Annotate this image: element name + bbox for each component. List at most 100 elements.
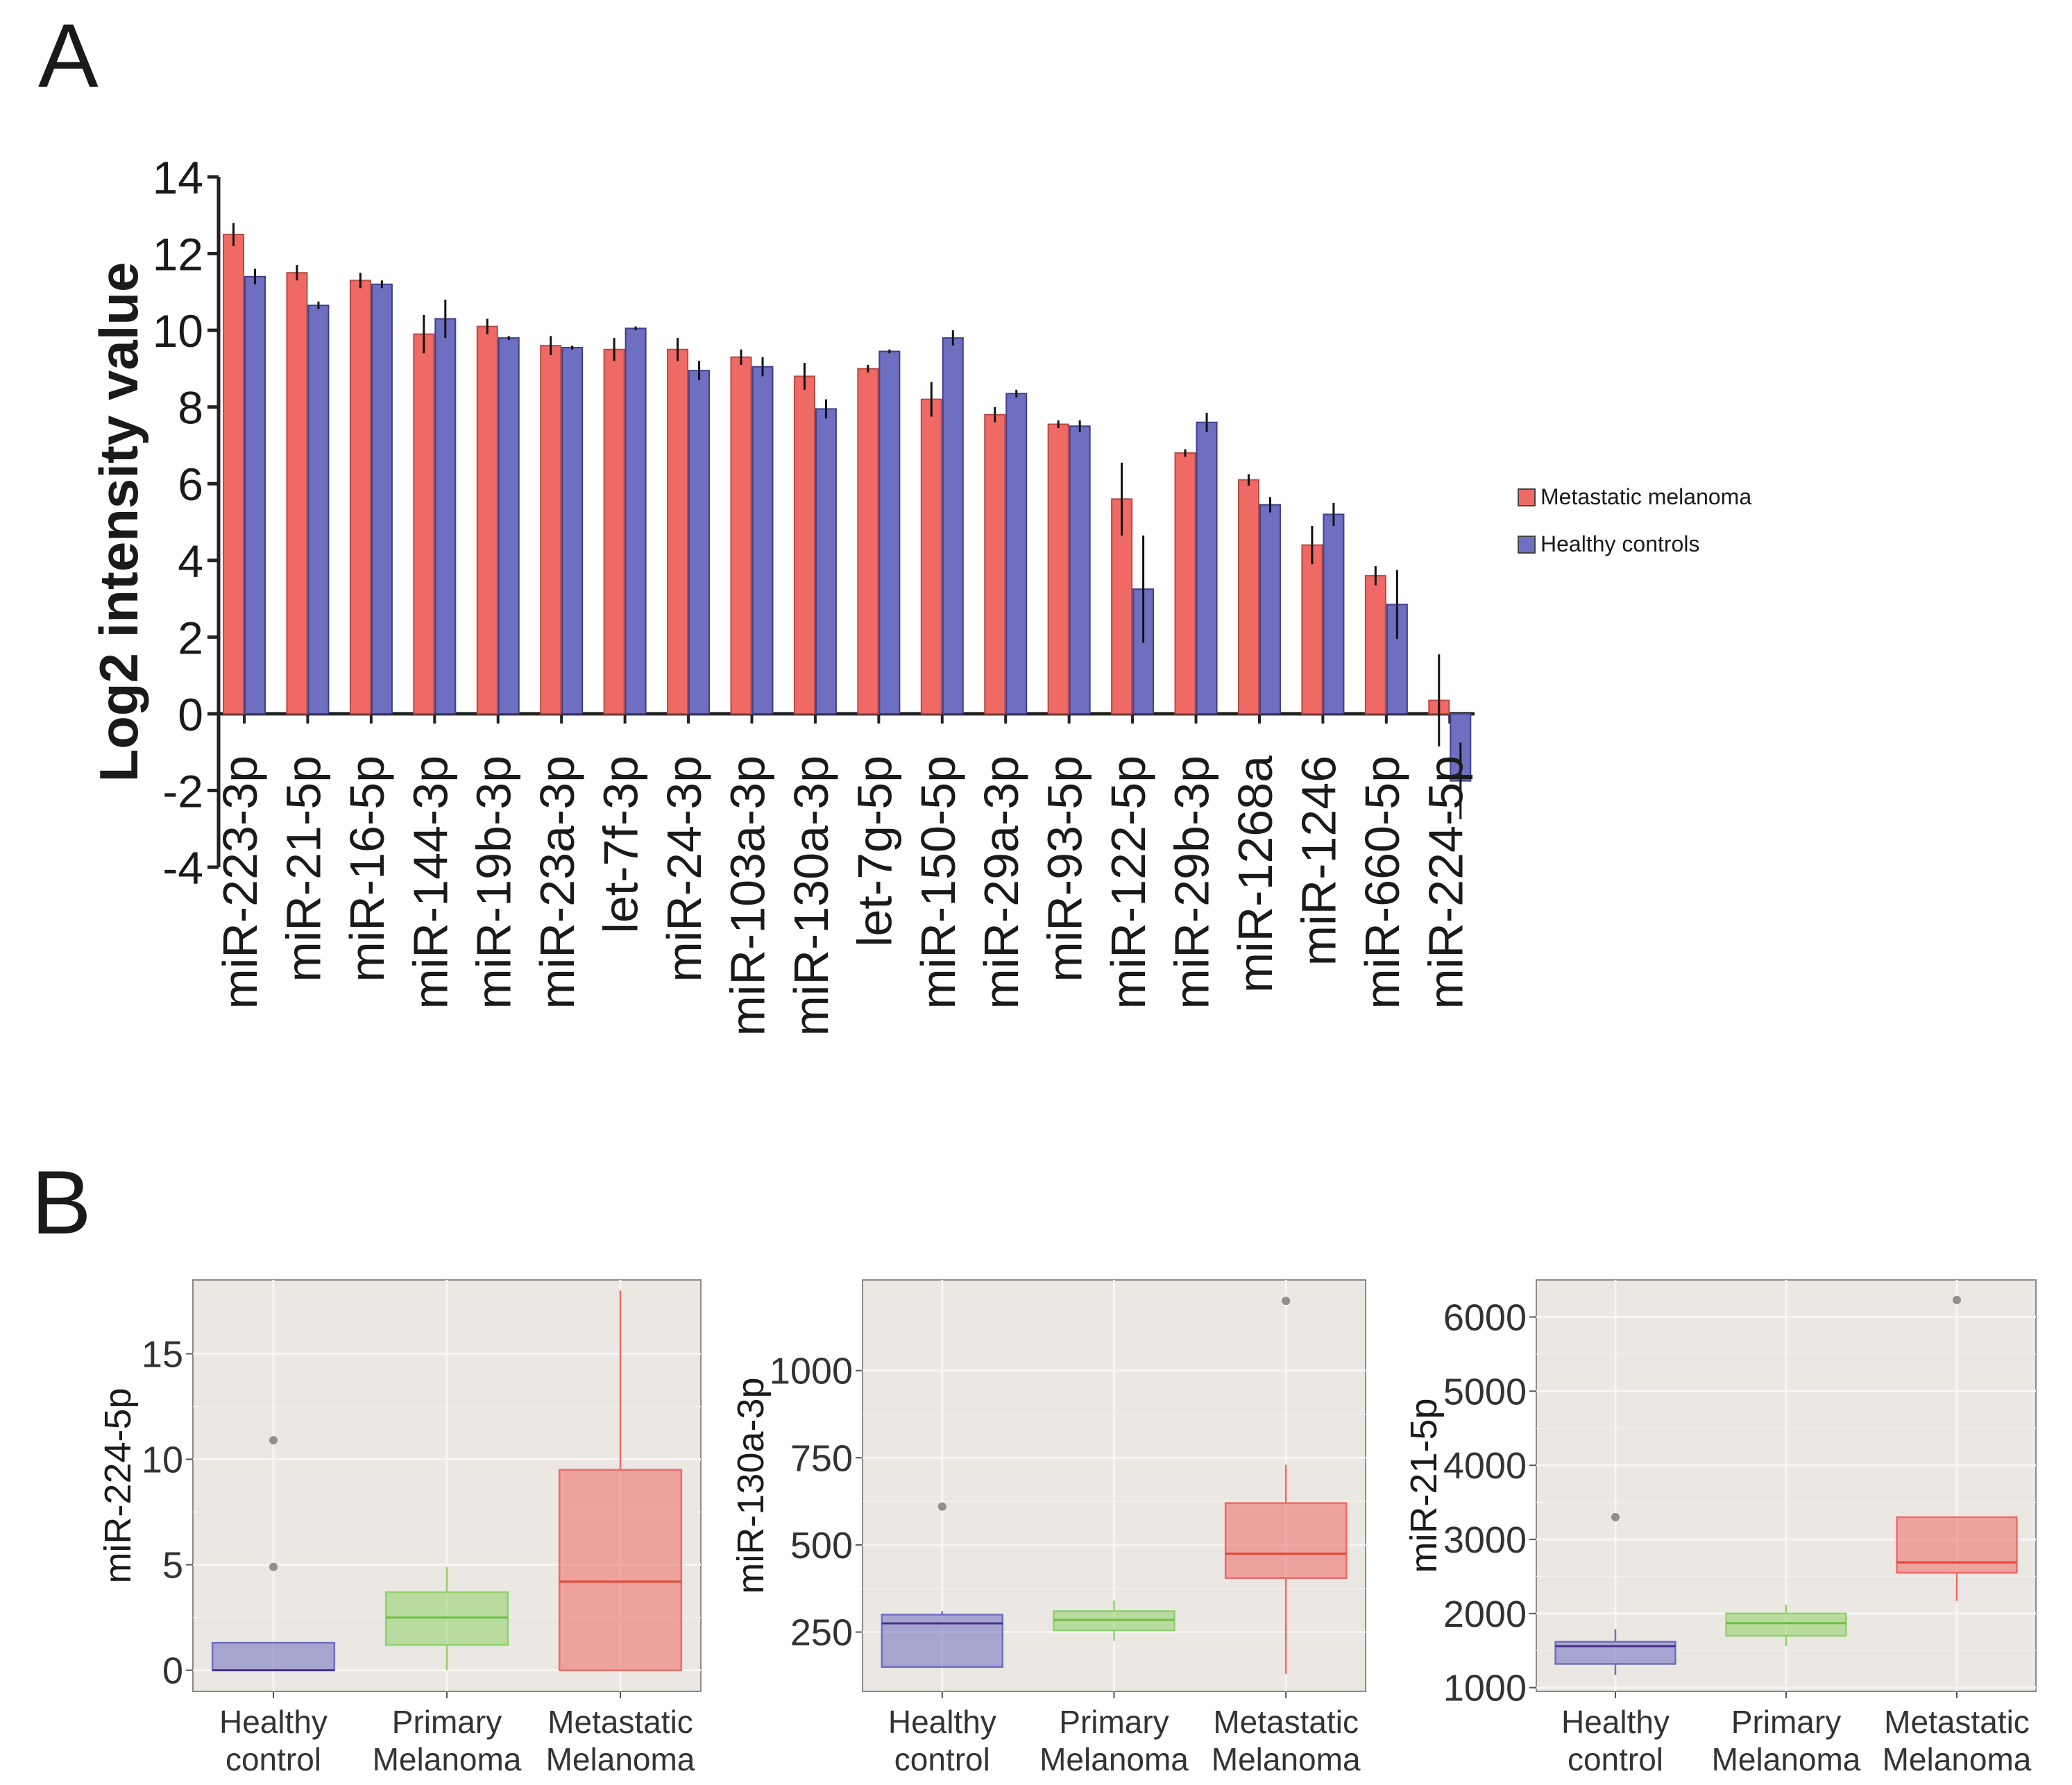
x-tick-label: let-7g-5p <box>847 755 901 947</box>
bar-metastatic-melanoma-mir-144-3p <box>413 333 435 715</box>
bar-healthy-controls-mir-93-5p <box>1069 425 1091 715</box>
x-tick-label: Metastatic <box>547 1704 693 1740</box>
y-axis-title: miR-130a-3p <box>730 1377 772 1594</box>
y-tick-label: 2000 <box>1443 1594 1527 1635</box>
bar-metastatic-melanoma-mir-660-5p <box>1364 574 1386 715</box>
panel-label-a: A <box>38 5 99 106</box>
x-tick-label: miR-144-3p <box>403 755 457 1009</box>
x-tick-label: Primary <box>1731 1704 1841 1740</box>
outlier-point-healthy-control <box>269 1562 278 1571</box>
y-tick-label: 1000 <box>770 1351 853 1392</box>
box-metastatic-melanoma <box>1224 1502 1348 1579</box>
bar-metastatic-melanoma-mir-103a-3p <box>730 356 752 715</box>
x-tick-label: control <box>894 1741 990 1777</box>
bar-healthy-controls-mir-150-5p <box>942 337 964 715</box>
y-tick-label: 0 <box>178 689 203 740</box>
bar-healthy-controls-mir-29b-3p <box>1196 421 1218 715</box>
x-tick-label: miR-660-5p <box>1355 755 1409 1009</box>
x-tick-label: Healthy <box>1561 1704 1670 1740</box>
outlier-point-metastatic-melanoma <box>1953 1295 1961 1304</box>
x-tick-label: miR-1246 <box>1291 755 1345 966</box>
y-tick-label: 10 <box>142 1439 183 1480</box>
box-primary-melanoma <box>1725 1612 1847 1637</box>
bar-metastatic-melanoma-mir-23a-3p <box>540 345 562 715</box>
bar-healthy-controls-mir-130a-3p <box>815 408 837 715</box>
bar-metastatic-melanoma-mir-16-5p <box>349 280 371 715</box>
y-tick-label: 1000 <box>1443 1668 1527 1709</box>
x-tick-label: Melanoma <box>1039 1741 1189 1777</box>
x-tick-label: Melanoma <box>1212 1741 1361 1777</box>
legend-label-healthy-controls: Healthy controls <box>1540 531 1699 556</box>
y-tick-label: 8 <box>178 382 203 434</box>
outlier-point-healthy-control <box>269 1436 278 1445</box>
bar-healthy-controls-mir-23a-3p <box>561 346 584 715</box>
y-tick-label: 3000 <box>1443 1519 1527 1561</box>
box-healthy-control <box>1554 1641 1676 1665</box>
x-tick-label: Melanoma <box>1883 1741 2032 1777</box>
y-tick-label: 4 <box>178 536 203 587</box>
box-metastatic-melanoma <box>1896 1516 2018 1574</box>
x-tick-label: Primary <box>392 1704 502 1740</box>
x-tick-label: miR-130a-3p <box>784 755 838 1036</box>
bar-healthy-controls-mir-21-5p <box>307 305 330 715</box>
y-tick-label: 0 <box>162 1650 183 1692</box>
boxplot-mir-21-5p: 1000 2000 3000 4000 5000 6000 miR-21-5p Healthy… <box>1403 1279 2037 1777</box>
box-primary-melanoma <box>384 1591 509 1646</box>
y-tick-label: -4 <box>162 842 203 894</box>
x-tick-label: control <box>226 1741 321 1777</box>
y-tick-label: -2 <box>162 765 203 817</box>
x-tick-label: Metastatic <box>1213 1704 1359 1740</box>
x-tick-label: Metastatic <box>1884 1704 2030 1740</box>
outlier-point-healthy-control <box>937 1502 946 1511</box>
x-tick-label: Melanoma <box>373 1741 522 1777</box>
x-tick-label: Healthy <box>888 1704 996 1740</box>
y-tick-label: 750 <box>790 1437 853 1479</box>
bar-metastatic-melanoma-mir-29a-3p <box>984 413 1006 715</box>
x-tick-label: miR-150-5p <box>911 755 965 1009</box>
x-tick-label: miR-93-5p <box>1038 755 1092 982</box>
y-tick-label: 500 <box>790 1525 853 1566</box>
x-tick-label: Melanoma <box>1712 1741 1861 1777</box>
bar-metastatic-melanoma-mir-21-5p <box>286 272 308 715</box>
x-tick-label: miR-29b-3p <box>1165 755 1219 1009</box>
outlier-point-metastatic-melanoma <box>1282 1297 1291 1306</box>
x-tick-label: miR-223-3p <box>213 755 267 1009</box>
y-tick-label: 5 <box>162 1545 183 1587</box>
x-tick-label: miR-19b-3p <box>467 755 521 1009</box>
x-tick-label: miR-103a-3p <box>720 755 774 1036</box>
box-metastatic-melanoma <box>558 1469 683 1671</box>
x-tick-label: miR-16-5p <box>340 755 394 982</box>
y-tick-label: 250 <box>790 1612 853 1654</box>
bar-healthy-controls-mir-29a-3p <box>1005 393 1028 715</box>
y-axis-title: miR-224-5p <box>97 1387 139 1583</box>
bar-metastatic-melanoma-mir-1268a <box>1237 479 1259 715</box>
bar-healthy-controls-mir-1246 <box>1323 513 1345 715</box>
y-tick-label: 4000 <box>1443 1445 1527 1487</box>
y-tick-label: 2 <box>178 612 203 663</box>
y-tick-label: 15 <box>142 1333 183 1375</box>
y-tick-label: 10 <box>153 305 203 357</box>
bar-healthy-controls-mir-103a-3p <box>751 366 774 715</box>
x-tick-label: miR-224-5p <box>1418 755 1472 1009</box>
boxplot-mir-224-5p: 051015miR-224-5pHealthycontrolPrimaryMel… <box>97 1279 702 1777</box>
x-tick-label: miR-1268a <box>1228 755 1282 993</box>
outlier-point-healthy-control <box>1611 1512 1620 1521</box>
bar-chart-log2-intensity: -4 -2 0 2 4 6 8 10 12 14 Log2 intensity value miR-2… <box>88 152 1751 1036</box>
bar-healthy-controls-mir-19b-3p <box>498 337 520 715</box>
x-tick-label: miR-122-5p <box>1101 755 1155 1009</box>
bar-metastatic-melanoma-mir-93-5p <box>1047 423 1069 715</box>
x-tick-label: Primary <box>1059 1704 1169 1740</box>
x-tick-label: miR-21-5p <box>276 755 330 982</box>
x-tick-label: Melanoma <box>546 1741 695 1777</box>
x-tick-label: control <box>1568 1741 1663 1777</box>
y-tick-label: 6000 <box>1443 1297 1527 1338</box>
bar-metastatic-melanoma-mir-24-3p <box>667 348 689 715</box>
y-tick-label: 6 <box>178 459 203 510</box>
bar-healthy-controls-mir-144-3p <box>434 318 457 715</box>
bar-metastatic-melanoma-mir-19b-3p <box>476 325 498 715</box>
y-tick-label: 12 <box>153 229 203 280</box>
y-tick-label: 5000 <box>1443 1371 1527 1412</box>
bar-healthy-controls-let-7f-3p <box>625 327 647 715</box>
bar-healthy-controls-mir-24-3p <box>688 370 711 715</box>
